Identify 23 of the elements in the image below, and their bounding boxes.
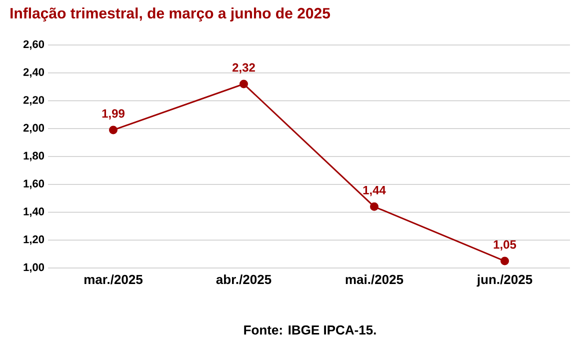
- y-tick-label: 2,20: [23, 96, 44, 106]
- x-tick-label: jun./2025: [476, 274, 532, 287]
- point: [109, 126, 118, 134]
- point: [370, 202, 378, 211]
- point: [240, 80, 248, 88]
- y-tick-label: 1,20: [24, 235, 44, 245]
- x-tick-label: mai./2025: [346, 274, 404, 284]
- y-tick-label: 1,60: [24, 180, 44, 190]
- text: 2,32: [232, 63, 255, 74]
- text: 1,99: [102, 109, 124, 120]
- text: 1,05: [494, 240, 516, 250]
- x-tick-label: abr./2025: [216, 274, 272, 284]
- y-tick-label: 2,60: [23, 40, 44, 50]
- y-tick-label: 2,40: [23, 68, 44, 78]
- y-tick-label: 1,00: [24, 263, 44, 273]
- point: [500, 256, 509, 266]
- y-tick-label: 1,40: [24, 208, 44, 217]
- x-tick-label: mar./2025: [84, 274, 143, 284]
- text: 1,44: [363, 186, 386, 196]
- source-note: Fonte: IBGE IPCA-15.: [244, 325, 376, 335]
- y-tick-label: 1,80: [24, 152, 44, 162]
- y-tick-label: 2,00: [23, 124, 44, 134]
- chart-title: Inflação trimestral, de março a junho de 2025: [10, 8, 330, 22]
